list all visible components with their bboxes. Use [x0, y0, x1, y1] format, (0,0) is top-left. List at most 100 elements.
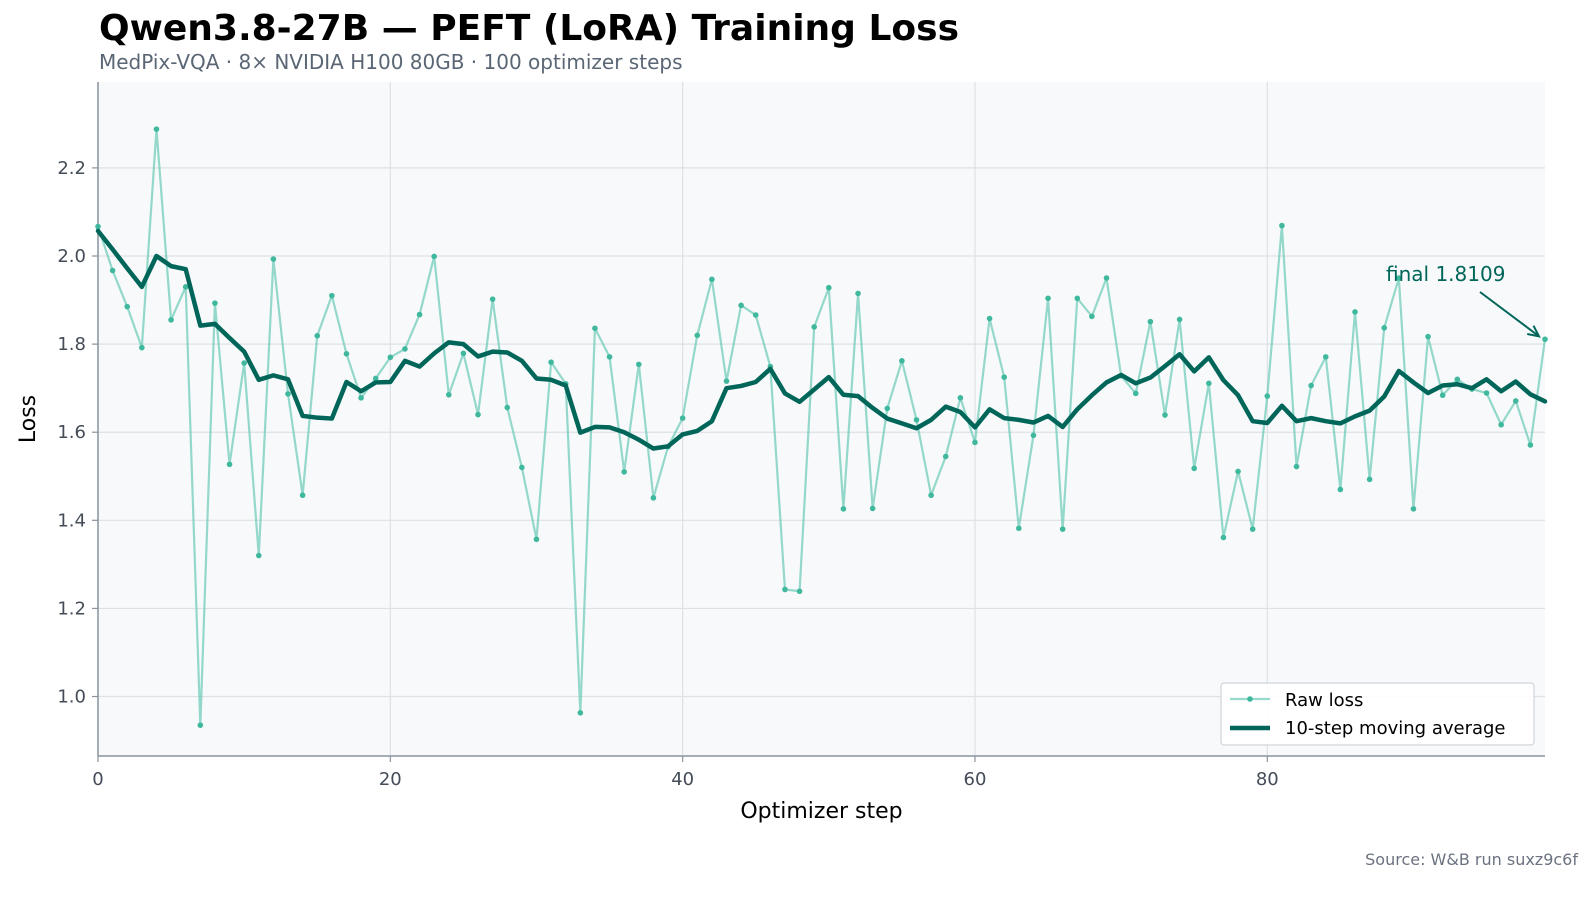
legend-avg-label: 10-step moving average	[1285, 718, 1506, 739]
source-note: Source: W&B run suxz9c6f	[1365, 850, 1578, 869]
raw-loss-point	[1322, 354, 1329, 360]
raw-loss-point	[1249, 526, 1256, 532]
raw-loss-point	[299, 492, 306, 499]
raw-loss-point	[1235, 468, 1241, 475]
raw-loss-point	[1059, 526, 1066, 532]
raw-loss-point	[182, 284, 189, 290]
raw-loss-point	[928, 492, 934, 499]
raw-loss-point	[679, 415, 686, 421]
raw-loss-point	[972, 439, 978, 446]
raw-loss-point	[1103, 275, 1110, 281]
raw-loss-point	[226, 461, 233, 468]
raw-loss-point	[416, 311, 423, 318]
raw-loss-point	[358, 395, 364, 401]
raw-loss-point	[1410, 506, 1417, 512]
y-tick-label: 1.4	[57, 510, 86, 531]
raw-loss-point	[329, 292, 335, 299]
raw-loss-point	[1176, 316, 1183, 323]
raw-loss-point	[621, 469, 627, 475]
raw-loss-point	[1293, 463, 1300, 470]
raw-loss-point	[1512, 398, 1519, 404]
raw-loss-point	[1337, 486, 1344, 493]
raw-loss-point	[387, 354, 394, 361]
raw-loss-point	[314, 332, 321, 339]
raw-loss-point	[1045, 295, 1051, 302]
y-tick-label: 2.2	[57, 158, 86, 179]
raw-loss-point	[519, 464, 525, 471]
raw-loss-point	[402, 346, 408, 352]
raw-loss-point	[1396, 275, 1402, 281]
raw-loss-point	[212, 300, 218, 306]
raw-loss-point	[95, 223, 101, 230]
raw-loss-line	[96, 128, 1547, 727]
raw-loss-point	[1308, 382, 1314, 389]
raw-loss-point	[1425, 333, 1431, 340]
raw-loss-point	[986, 315, 993, 322]
chart-title: Qwen3.8-27B — PEFT (LoRA) Training Loss	[99, 8, 959, 49]
raw-loss-point	[1030, 432, 1037, 439]
raw-loss-point	[942, 453, 949, 460]
annotation-layer: final 1.8109	[1386, 262, 1541, 338]
legend: Raw loss 10-step moving average	[1220, 682, 1535, 746]
x-tick-label: 0	[92, 769, 103, 790]
raw-loss-point	[548, 359, 554, 365]
annotation-arrow-head	[1527, 325, 1541, 338]
y-tick-label: 2.0	[57, 246, 86, 267]
legend-raw-swatch-dot	[1247, 696, 1253, 702]
raw-loss-point	[255, 552, 262, 559]
tick-labels: 1.0 1.2 1.4 1.6 1.8 2.0 2.2 0 20 40 60 80	[57, 158, 1278, 790]
raw-loss-point	[489, 296, 496, 302]
raw-loss-point	[752, 312, 759, 318]
legend-box	[1220, 682, 1535, 746]
raw-loss-point	[855, 290, 861, 297]
raw-loss-point	[1162, 412, 1168, 418]
series-layer	[95, 126, 1548, 728]
raw-loss-point	[168, 317, 174, 323]
raw-loss-point	[109, 267, 116, 274]
raw-loss-point	[1381, 325, 1388, 331]
raw-loss-point	[1279, 222, 1285, 229]
raw-loss-point	[840, 506, 847, 512]
raw-loss-point	[153, 126, 160, 132]
raw-loss-point	[1074, 295, 1081, 302]
raw-loss-point	[826, 284, 832, 291]
x-tick-label: 20	[379, 769, 402, 790]
raw-loss-point	[635, 361, 642, 368]
raw-loss-point	[782, 586, 788, 593]
raw-loss-point	[1147, 318, 1154, 325]
legend-raw-label: Raw loss	[1285, 690, 1363, 711]
raw-loss-point	[650, 495, 657, 501]
raw-loss-point	[270, 256, 277, 262]
raw-loss-point	[1206, 380, 1212, 387]
raw-loss-point	[606, 354, 613, 360]
raw-loss-point	[285, 391, 291, 397]
grid-lines	[97, 82, 1545, 756]
raw-loss-point	[592, 325, 598, 332]
raw-loss-point	[372, 375, 379, 382]
final-loss-annotation: final 1.8109	[1386, 262, 1505, 286]
raw-loss-point	[723, 378, 730, 384]
raw-loss-point	[124, 303, 131, 310]
raw-loss-point	[431, 253, 437, 260]
y-tick-label: 1.0	[57, 687, 86, 708]
raw-loss-point	[475, 411, 481, 418]
raw-loss-point	[811, 324, 817, 330]
annotation-arrow-line	[1479, 291, 1540, 338]
raw-loss-point	[738, 302, 744, 309]
raw-loss-point	[1132, 390, 1139, 397]
raw-loss-point	[1483, 390, 1490, 396]
raw-loss-point	[694, 332, 701, 339]
raw-loss-point	[1527, 442, 1534, 448]
raw-loss-point	[1264, 393, 1271, 399]
raw-loss-point	[533, 536, 540, 543]
y-tick-label: 1.8	[57, 334, 86, 355]
x-tick-label: 40	[671, 769, 694, 790]
raw-loss-point	[197, 722, 204, 728]
raw-loss-point	[1439, 392, 1446, 399]
raw-loss-point	[1001, 374, 1008, 380]
raw-loss-point	[899, 358, 905, 364]
raw-loss-point	[796, 588, 803, 595]
raw-loss-point	[1542, 336, 1548, 343]
chart-subtitle: MedPix-VQA · 8× NVIDIA H100 80GB · 100 o…	[99, 50, 683, 74]
